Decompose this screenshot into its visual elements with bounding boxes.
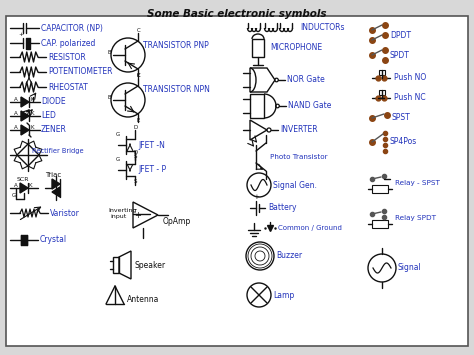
Text: Push NO: Push NO bbox=[394, 73, 426, 82]
Text: S: S bbox=[134, 179, 137, 184]
Bar bbox=[372, 220, 388, 228]
Bar bbox=[379, 90, 385, 95]
Text: G: G bbox=[12, 193, 16, 198]
Text: INVERTER: INVERTER bbox=[280, 126, 318, 135]
Text: Photo Transistor: Photo Transistor bbox=[270, 154, 328, 160]
Text: +: + bbox=[134, 211, 141, 220]
Text: B: B bbox=[108, 95, 111, 100]
Text: K: K bbox=[31, 97, 35, 102]
Text: POTENTIOMETER: POTENTIOMETER bbox=[48, 67, 112, 76]
Text: S: S bbox=[134, 154, 137, 159]
Text: E: E bbox=[137, 118, 140, 123]
Text: JFET -N: JFET -N bbox=[138, 141, 165, 149]
Text: A: A bbox=[14, 111, 18, 116]
Text: Varistor: Varistor bbox=[50, 208, 80, 218]
Bar bbox=[113, 257, 119, 273]
Text: Common / Ground: Common / Ground bbox=[278, 225, 342, 231]
Text: DPDT: DPDT bbox=[390, 31, 411, 39]
Text: RHEOSTAT: RHEOSTAT bbox=[48, 82, 88, 92]
Text: Signal Gen.: Signal Gen. bbox=[273, 180, 317, 190]
Text: TRANSISTOR PNP: TRANSISTOR PNP bbox=[143, 40, 209, 49]
Text: C: C bbox=[137, 73, 141, 78]
Text: LED: LED bbox=[41, 111, 56, 120]
Text: Inverting: Inverting bbox=[108, 208, 137, 213]
Polygon shape bbox=[52, 187, 60, 197]
Text: K: K bbox=[31, 125, 35, 130]
Text: Some Basic electronic symbols: Some Basic electronic symbols bbox=[147, 9, 327, 19]
Text: Triac: Triac bbox=[45, 172, 61, 178]
Text: CAP. polarized: CAP. polarized bbox=[41, 38, 95, 48]
Text: ZENER: ZENER bbox=[41, 126, 67, 135]
Polygon shape bbox=[21, 97, 29, 107]
Text: DIODE: DIODE bbox=[41, 98, 65, 106]
Text: -: - bbox=[134, 205, 137, 214]
Text: SPST: SPST bbox=[392, 114, 411, 122]
Text: K: K bbox=[31, 111, 35, 116]
Text: A: A bbox=[14, 97, 18, 102]
Text: A: A bbox=[14, 183, 18, 188]
Text: NAND Gate: NAND Gate bbox=[288, 102, 331, 110]
Text: Signal: Signal bbox=[398, 263, 422, 273]
Text: A: A bbox=[14, 125, 18, 130]
Text: MICROPHONE: MICROPHONE bbox=[270, 44, 322, 53]
Bar bbox=[372, 185, 388, 193]
Text: Relay SPDT: Relay SPDT bbox=[395, 215, 436, 221]
Text: OpAmp: OpAmp bbox=[163, 218, 191, 226]
Bar bbox=[250, 94, 264, 118]
Text: B: B bbox=[108, 50, 111, 55]
Text: D: D bbox=[134, 150, 138, 155]
Text: G: G bbox=[116, 132, 120, 137]
Text: Speaker: Speaker bbox=[135, 261, 166, 269]
Text: G: G bbox=[116, 157, 120, 162]
Bar bbox=[379, 70, 385, 75]
Text: Relay - SPST: Relay - SPST bbox=[395, 180, 440, 186]
Text: CAPACITOR (NP): CAPACITOR (NP) bbox=[41, 23, 103, 33]
Text: K: K bbox=[29, 183, 33, 188]
Bar bbox=[252, 39, 264, 57]
Text: C: C bbox=[137, 28, 141, 33]
Text: SPDT: SPDT bbox=[390, 50, 410, 60]
Text: +: + bbox=[253, 194, 259, 200]
Text: input: input bbox=[110, 214, 126, 219]
Text: E: E bbox=[137, 73, 140, 78]
Text: JFET - P: JFET - P bbox=[138, 165, 166, 175]
Text: Battery: Battery bbox=[268, 203, 297, 213]
Text: D: D bbox=[134, 125, 138, 130]
Polygon shape bbox=[21, 125, 29, 135]
Text: Buzzer: Buzzer bbox=[276, 251, 302, 261]
Text: +: + bbox=[18, 32, 24, 37]
Text: Crystal: Crystal bbox=[40, 235, 67, 245]
Text: SCR: SCR bbox=[17, 177, 29, 182]
Text: SP4Pos: SP4Pos bbox=[390, 137, 417, 147]
Polygon shape bbox=[20, 183, 28, 193]
Text: RESISTOR: RESISTOR bbox=[48, 53, 86, 61]
Text: Antenna: Antenna bbox=[127, 295, 159, 305]
Polygon shape bbox=[52, 179, 60, 189]
Polygon shape bbox=[21, 111, 29, 121]
Text: INDUCTORs: INDUCTORs bbox=[300, 23, 345, 33]
Text: Push NC: Push NC bbox=[394, 93, 426, 103]
Text: Lamp: Lamp bbox=[273, 290, 294, 300]
Text: TRANSISTOR NPN: TRANSISTOR NPN bbox=[143, 86, 210, 94]
Text: NOR Gate: NOR Gate bbox=[287, 76, 325, 84]
Text: Rectifier Bridge: Rectifier Bridge bbox=[32, 148, 83, 154]
